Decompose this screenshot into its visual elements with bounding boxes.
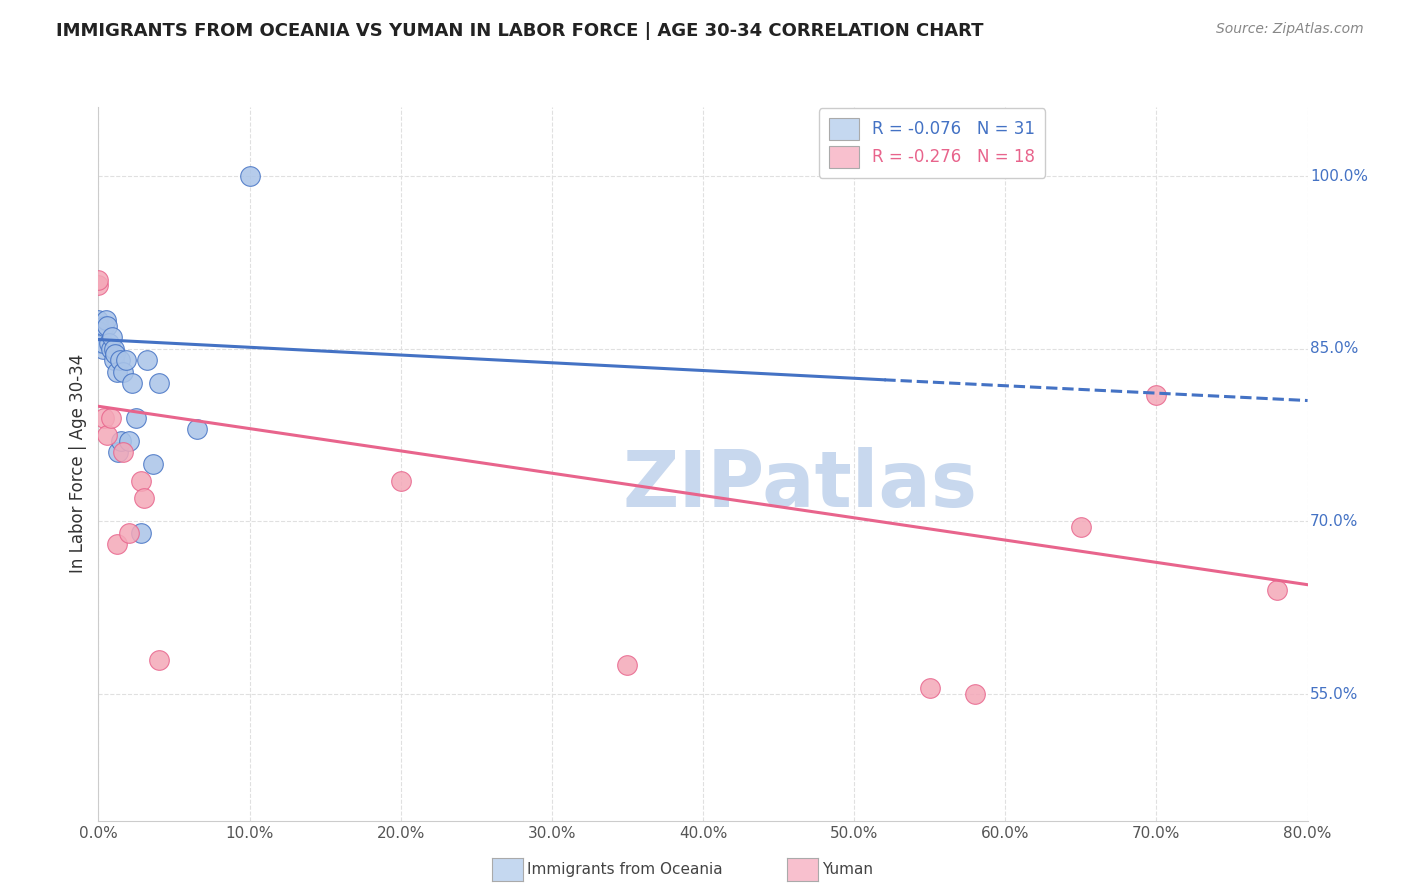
Text: 85.0%: 85.0%: [1310, 342, 1358, 356]
Point: [93, 410, 115, 425]
Text: Source: ZipAtlas.com: Source: ZipAtlas.com: [1216, 22, 1364, 37]
Point: [96, 428, 118, 442]
Point: [93, 318, 115, 333]
Point: [103, 353, 125, 368]
Point: [105, 537, 128, 551]
Point: [87, 325, 110, 339]
Point: [389, 474, 412, 488]
Point: [98, 336, 121, 351]
Point: [91, 336, 114, 351]
Point: [87, 336, 110, 351]
Point: [111, 445, 134, 459]
Point: [87, 273, 110, 287]
Point: [114, 353, 136, 368]
Point: [142, 457, 165, 471]
Point: [186, 422, 208, 436]
Point: [87, 330, 110, 344]
Legend: R = -0.076   N = 31, R = -0.276   N = 18: R = -0.076 N = 31, R = -0.276 N = 18: [818, 108, 1045, 178]
Point: [132, 491, 155, 506]
Point: [239, 169, 262, 183]
Point: [148, 376, 170, 391]
Text: 70.0%: 70.0%: [1310, 514, 1358, 529]
Point: [103, 342, 125, 356]
Point: [616, 658, 638, 673]
Point: [104, 347, 127, 361]
Point: [121, 376, 143, 391]
Text: 100.0%: 100.0%: [1310, 169, 1368, 184]
Point: [110, 434, 132, 448]
Point: [1265, 583, 1288, 598]
Text: ZIPatlas: ZIPatlas: [623, 447, 977, 524]
Point: [135, 353, 157, 368]
Point: [125, 410, 148, 425]
Point: [118, 434, 141, 448]
Point: [107, 445, 129, 459]
Point: [118, 525, 141, 540]
Point: [111, 365, 134, 379]
Point: [108, 353, 131, 368]
Point: [87, 313, 110, 327]
Point: [87, 278, 110, 293]
Point: [105, 365, 128, 379]
Point: [148, 652, 170, 666]
Point: [101, 330, 124, 344]
Text: IMMIGRANTS FROM OCEANIA VS YUMAN IN LABOR FORCE | AGE 30-34 CORRELATION CHART: IMMIGRANTS FROM OCEANIA VS YUMAN IN LABO…: [56, 22, 984, 40]
Point: [94, 313, 117, 327]
Point: [100, 410, 122, 425]
Text: Yuman: Yuman: [823, 863, 873, 877]
Point: [918, 681, 941, 696]
Point: [965, 687, 987, 701]
Point: [129, 525, 152, 540]
Point: [96, 318, 118, 333]
Point: [129, 474, 152, 488]
Point: [91, 342, 114, 356]
Point: [87, 318, 110, 333]
Text: 55.0%: 55.0%: [1310, 687, 1358, 701]
Y-axis label: In Labor Force | Age 30-34: In Labor Force | Age 30-34: [69, 354, 87, 574]
Point: [1144, 388, 1167, 402]
Point: [1070, 520, 1092, 534]
Text: Immigrants from Oceania: Immigrants from Oceania: [527, 863, 723, 877]
Point: [100, 342, 122, 356]
